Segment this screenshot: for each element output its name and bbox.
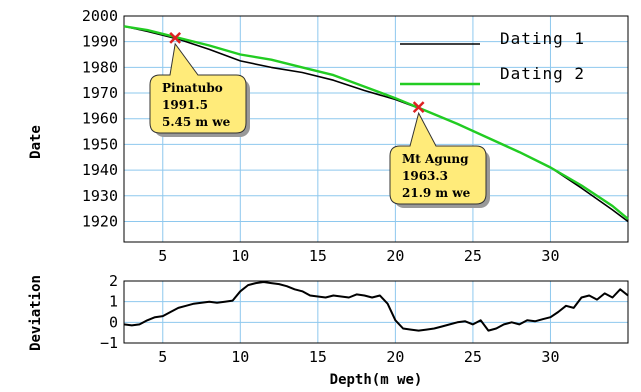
top-ytick-label: 1960: [82, 110, 118, 128]
annotation-callout: Pinatubo 1991.5 5.45 m we: [149, 42, 250, 137]
bottom-xtick-label: 25: [464, 348, 482, 366]
callout-line: Pinatubo: [162, 81, 223, 95]
event-marker: [412, 101, 425, 114]
event-marker: [169, 31, 182, 44]
legend-label-2: Dating 2: [500, 64, 585, 83]
callout-box: [149, 42, 247, 134]
legend: Dating 1 Dating 2: [400, 29, 585, 86]
bottom-ytick-label: −1: [100, 334, 118, 352]
bottom-xtick-label: 30: [541, 348, 559, 366]
top-xtick-label: 30: [541, 247, 559, 265]
bottom-xtick-label: 15: [309, 348, 327, 366]
annotations: Pinatubo 1991.5 5.45 m we Mt Agung 1963.3 21.…: [149, 31, 490, 208]
bottom-series-line-1: [123, 281, 629, 332]
top-ytick-label: 1930: [82, 187, 118, 205]
legend-label-1: Dating 1: [500, 29, 585, 48]
top-frame: [123, 15, 629, 243]
callout-box: [389, 111, 487, 205]
top-ytick-label: 1980: [82, 58, 118, 76]
depth-axis-label: Depth(m we): [330, 372, 423, 388]
bottom-ytick-label: 0: [109, 313, 118, 331]
top-xtick-label: 10: [231, 247, 249, 265]
callout-line: 5.45 m we: [162, 115, 231, 129]
top-xtick-label: 20: [386, 247, 404, 265]
top-xtick-label: 15: [309, 247, 327, 265]
marker-stroke: [412, 101, 425, 114]
bottom-xtick-label: 5: [158, 348, 167, 366]
date-axis-label: Date: [28, 125, 44, 159]
top-ytick-label: 1970: [82, 84, 118, 102]
top-ytick-label: 1950: [82, 135, 118, 153]
annotation-callout: Mt Agung 1963.3 21.9 m we: [389, 111, 490, 208]
bottom-xtick-label: 10: [231, 348, 249, 366]
marker-stroke: [169, 31, 182, 44]
top-xtick-label: 25: [464, 247, 482, 265]
callout-line: 1963.3: [402, 169, 448, 183]
top-ytick-label: 1920: [82, 212, 118, 230]
bottom-frame: [123, 280, 629, 344]
top-ytick-label: 1990: [82, 33, 118, 51]
top-ytick-label: 2000: [82, 7, 118, 25]
bottom-ytick-label: 2: [109, 272, 118, 290]
top-series-line-2: [123, 25, 629, 220]
top-ytick-label: 1940: [82, 161, 118, 179]
top-xtick-label: 5: [158, 247, 167, 265]
callout-line: 21.9 m we: [402, 186, 471, 200]
deviation-axis-label: Deviation: [28, 275, 44, 351]
bottom-ytick-label: 1: [109, 293, 118, 311]
bottom-xtick-label: 20: [386, 348, 404, 366]
callout-line: Mt Agung: [402, 152, 469, 166]
callout-line: 1991.5: [162, 98, 208, 112]
